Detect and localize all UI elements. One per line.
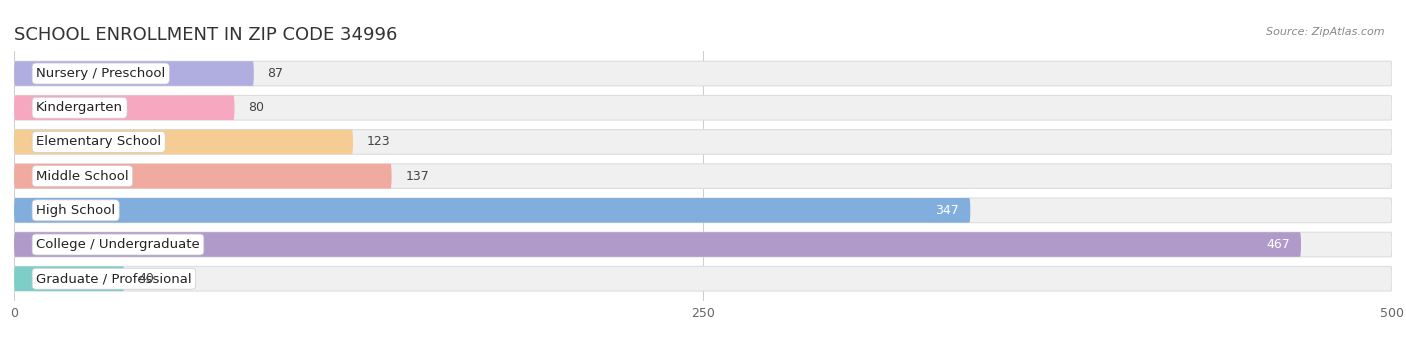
Text: 123: 123 bbox=[367, 135, 391, 148]
FancyBboxPatch shape bbox=[14, 266, 124, 291]
FancyBboxPatch shape bbox=[14, 164, 392, 188]
Text: Middle School: Middle School bbox=[37, 170, 129, 183]
Text: 467: 467 bbox=[1267, 238, 1289, 251]
FancyBboxPatch shape bbox=[14, 61, 254, 86]
Text: 87: 87 bbox=[267, 67, 284, 80]
FancyBboxPatch shape bbox=[14, 232, 1301, 257]
FancyBboxPatch shape bbox=[14, 266, 1392, 291]
Text: 80: 80 bbox=[249, 101, 264, 114]
FancyBboxPatch shape bbox=[14, 232, 1392, 257]
Text: Nursery / Preschool: Nursery / Preschool bbox=[37, 67, 166, 80]
Text: SCHOOL ENROLLMENT IN ZIP CODE 34996: SCHOOL ENROLLMENT IN ZIP CODE 34996 bbox=[14, 26, 398, 44]
FancyBboxPatch shape bbox=[14, 164, 1392, 188]
Text: Source: ZipAtlas.com: Source: ZipAtlas.com bbox=[1267, 27, 1385, 37]
FancyBboxPatch shape bbox=[14, 95, 1392, 120]
FancyBboxPatch shape bbox=[14, 198, 970, 223]
Text: 137: 137 bbox=[405, 170, 429, 183]
Text: Elementary School: Elementary School bbox=[37, 135, 162, 148]
FancyBboxPatch shape bbox=[14, 95, 235, 120]
Text: College / Undergraduate: College / Undergraduate bbox=[37, 238, 200, 251]
FancyBboxPatch shape bbox=[14, 61, 1392, 86]
FancyBboxPatch shape bbox=[14, 198, 1392, 223]
FancyBboxPatch shape bbox=[14, 130, 353, 154]
Text: Graduate / Professional: Graduate / Professional bbox=[37, 272, 191, 285]
Text: Kindergarten: Kindergarten bbox=[37, 101, 124, 114]
Text: High School: High School bbox=[37, 204, 115, 217]
Text: 347: 347 bbox=[935, 204, 959, 217]
FancyBboxPatch shape bbox=[14, 130, 1392, 154]
Text: 40: 40 bbox=[138, 272, 153, 285]
